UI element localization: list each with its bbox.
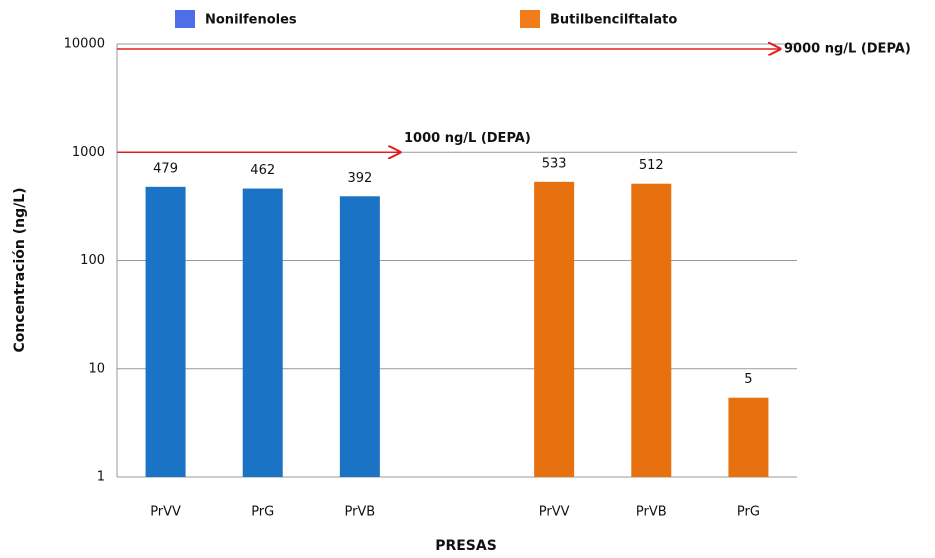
y-tick-label: 10000 [64, 37, 105, 52]
value-label: 479 [153, 161, 178, 176]
bar [631, 183, 672, 477]
value-label: 5 [744, 372, 752, 387]
x-tick-label: PrVB [636, 505, 667, 520]
x-tick-label: PrG [251, 505, 274, 520]
bar [728, 397, 769, 477]
legend-label: Butilbencilftalato [550, 13, 677, 28]
x-tick-label: PrVV [539, 505, 570, 520]
x-tick-label: PrVV [150, 505, 181, 520]
value-label: 512 [639, 158, 664, 173]
legend-swatch [520, 10, 540, 28]
y-tick-label: 1000 [72, 145, 105, 160]
bar [145, 186, 186, 477]
reference-label: 1000 ng/L (DEPA) [404, 131, 531, 146]
x-axis-label: PRESAS [435, 538, 497, 554]
legend-swatch [175, 10, 195, 28]
bar [339, 196, 380, 477]
value-label: 392 [347, 171, 372, 186]
x-tick-label: PrVB [344, 505, 375, 520]
legend-label: Nonilfenoles [205, 13, 297, 28]
y-tick-label: 100 [80, 253, 105, 268]
bar [242, 188, 283, 478]
reference-label: 9000 ng/L (DEPA) [784, 41, 911, 56]
y-tick-label: 10 [88, 361, 105, 376]
value-label: 462 [250, 163, 275, 178]
value-label: 533 [542, 156, 567, 171]
y-axis-label: Concentración (ng/L) [12, 187, 28, 352]
y-tick-label: 1 [97, 470, 105, 485]
bar [534, 181, 575, 477]
x-tick-label: PrG [737, 505, 760, 520]
